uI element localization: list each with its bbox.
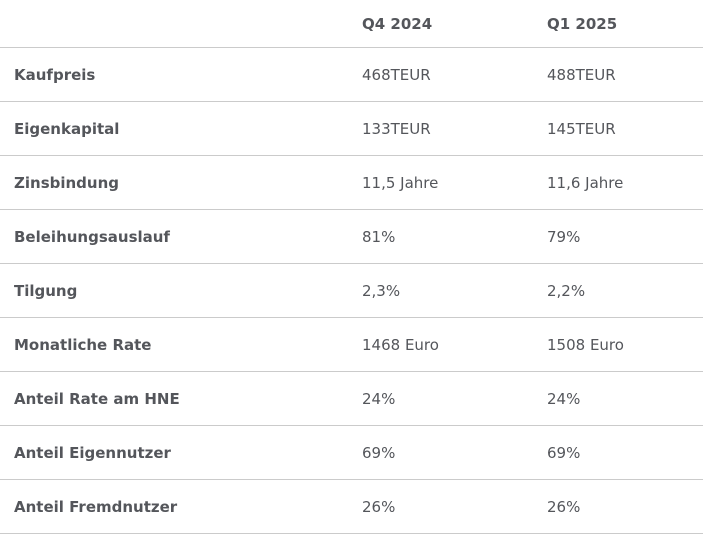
- table-header-row: Q4 2024 Q1 2025: [0, 0, 703, 48]
- cell-q4-value: 24%: [348, 371, 533, 426]
- table-row-anteil-eigennutzer: Anteil Eigennutzer 69% 69%: [0, 425, 703, 480]
- table-row-anteil-rate-am-hne: Anteil Rate am HNE 24% 24%: [0, 371, 703, 426]
- table-row-kaufpreis: Kaufpreis 468TEUR 488TEUR: [0, 47, 703, 102]
- cell-q1-value: 26%: [533, 479, 703, 534]
- cell-q1-value: 79%: [533, 209, 703, 264]
- cell-q4-value: 26%: [348, 479, 533, 534]
- cell-q4-value: 81%: [348, 209, 533, 264]
- cell-q4-value: 2,3%: [348, 263, 533, 318]
- table-row-zinsbindung: Zinsbindung 11,5 Jahre 11,6 Jahre: [0, 155, 703, 210]
- row-label: Monatliche Rate: [0, 317, 348, 372]
- cell-q1-value: 1508 Euro: [533, 317, 703, 372]
- row-label: Anteil Eigennutzer: [0, 425, 348, 480]
- row-label: Tilgung: [0, 263, 348, 318]
- row-label: Kaufpreis: [0, 47, 348, 102]
- cell-q1-value: 11,6 Jahre: [533, 155, 703, 210]
- table-row-tilgung: Tilgung 2,3% 2,2%: [0, 263, 703, 318]
- table-row-eigenkapital: Eigenkapital 133TEUR 145TEUR: [0, 101, 703, 156]
- table-row-monatliche-rate: Monatliche Rate 1468 Euro 1508 Euro: [0, 317, 703, 372]
- row-label: Anteil Fremdnutzer: [0, 479, 348, 534]
- column-header-metric: [0, 0, 348, 48]
- cell-q1-value: 145TEUR: [533, 101, 703, 156]
- cell-q4-value: 69%: [348, 425, 533, 480]
- cell-q4-value: 468TEUR: [348, 47, 533, 102]
- cell-q1-value: 2,2%: [533, 263, 703, 318]
- row-label: Anteil Rate am HNE: [0, 371, 348, 426]
- cell-q4-value: 133TEUR: [348, 101, 533, 156]
- row-label: Beleihungsauslauf: [0, 209, 348, 264]
- row-label: Eigenkapital: [0, 101, 348, 156]
- cell-q1-value: 24%: [533, 371, 703, 426]
- cell-q4-value: 1468 Euro: [348, 317, 533, 372]
- row-label: Zinsbindung: [0, 155, 348, 210]
- table-row-anteil-fremdnutzer: Anteil Fremdnutzer 26% 26%: [0, 479, 703, 534]
- table-row-beleihungsauslauf: Beleihungsauslauf 81% 79%: [0, 209, 703, 264]
- cell-q1-value: 69%: [533, 425, 703, 480]
- cell-q1-value: 488TEUR: [533, 47, 703, 102]
- column-header-q4-2024: Q4 2024: [348, 0, 533, 48]
- cell-q4-value: 11,5 Jahre: [348, 155, 533, 210]
- column-header-q1-2025: Q1 2025: [533, 0, 703, 48]
